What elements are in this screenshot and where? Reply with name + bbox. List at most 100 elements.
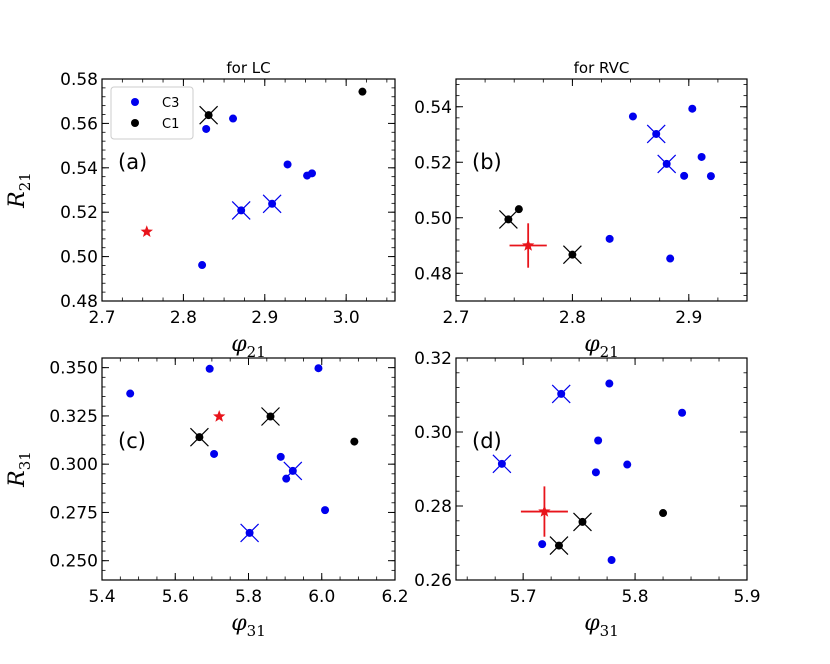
y-axis-label: R31	[5, 451, 34, 488]
c3-point	[623, 460, 632, 469]
legend-label: C3	[162, 96, 179, 111]
x-tick-label: 6.0	[308, 587, 335, 607]
x-tick-label: 5.4	[88, 587, 115, 607]
x-axis-label-sub: 31	[600, 622, 619, 640]
c3-point	[126, 389, 135, 398]
legend-marker	[131, 119, 139, 127]
c3-point	[591, 468, 600, 477]
c3-point	[538, 540, 547, 549]
c3-point	[245, 528, 254, 537]
x-axis-label-sub: 31	[247, 622, 266, 640]
plot-frame	[455, 357, 748, 581]
c1-point	[266, 412, 275, 421]
panel-c: 5.4 5.6 5.8 6.0 6.2 0.250 0.275 0.300 0.325 0.350…	[5, 357, 409, 640]
x-tick-label: 6.2	[381, 587, 408, 607]
c3-point	[697, 152, 706, 161]
c3-point	[307, 169, 316, 178]
y-tick-label: 0.300	[49, 455, 98, 475]
c3-point	[662, 159, 671, 168]
c1-point	[195, 433, 204, 442]
x-tick-label: 2.9	[251, 308, 278, 328]
c3-point	[288, 466, 297, 475]
y-tick-label: 0.48	[414, 264, 452, 284]
c3-point	[229, 114, 238, 123]
c3-point	[283, 160, 292, 169]
y-tick-label: 0.52	[60, 203, 98, 223]
c3-point	[282, 474, 291, 483]
panel-d: 5.7 5.8 5.9 0.26 0.28 0.30 0.32 (d) φ31	[414, 349, 760, 640]
x-tick-label: 5.6	[162, 587, 189, 607]
x-axis-label-sub: 21	[247, 343, 266, 361]
c3-point	[666, 254, 675, 263]
x-tick-label: 5.8	[622, 587, 649, 607]
x-tick-label: 3.0	[333, 308, 360, 328]
c3-point	[276, 452, 285, 461]
x-axis-label-sub: 21	[600, 343, 619, 361]
y-tick-label: 0.250	[49, 552, 98, 572]
c1-point	[578, 517, 587, 526]
panel-b: 2.7 2.8 2.9 0.48 0.50 0.52 0.54 for RVC (b) φ21	[414, 59, 748, 361]
c1-point	[504, 215, 513, 224]
panel-tag: (a)	[118, 150, 147, 174]
x-tick-label: 5.7	[510, 587, 537, 607]
y-tick-label: 0.50	[60, 248, 98, 268]
c3-point	[237, 206, 246, 215]
panel-tag: (c)	[118, 429, 146, 453]
target-star	[140, 225, 153, 237]
x-tick-label: 2.7	[442, 308, 469, 328]
y-tick-label: 0.56	[60, 114, 98, 134]
y-tick-label: 0.48	[60, 292, 98, 312]
y-tick-label: 0.54	[60, 159, 98, 179]
x-axis-label: φ21	[231, 332, 266, 361]
y-axis-label-sub: 21	[16, 172, 34, 191]
c1-point	[350, 437, 359, 446]
y-tick-label: 0.325	[49, 407, 98, 427]
c3-point	[680, 171, 689, 180]
c3-point	[605, 379, 614, 388]
target-star	[213, 409, 226, 422]
c1-point	[554, 541, 563, 550]
x-axis-label: φ31	[584, 611, 619, 640]
c3-point	[210, 449, 219, 458]
panel-title: for RVC	[574, 59, 630, 77]
c3-point	[594, 436, 603, 445]
legend-marker	[131, 98, 139, 106]
plot-frame	[455, 78, 748, 302]
c3-point	[205, 364, 214, 373]
y-tick-label: 0.54	[414, 98, 452, 118]
panel-title: for LC	[226, 59, 270, 77]
y-tick-label: 0.58	[60, 70, 98, 90]
y-tick-label: 0.32	[414, 349, 452, 369]
panel-tag: (d)	[472, 429, 502, 453]
c3-point	[688, 104, 697, 113]
y-axis-label-sub: 31	[16, 451, 34, 470]
y-tick-label: 0.350	[49, 359, 98, 379]
x-axis-label: φ31	[231, 611, 266, 640]
c3-point	[202, 124, 211, 133]
c3-point	[321, 506, 330, 515]
c3-point	[557, 389, 566, 398]
x-axis-label: φ21	[584, 332, 619, 361]
x-tick-label: 2.8	[170, 308, 197, 328]
c3-point	[607, 556, 616, 565]
x-tick-label: 2.7	[88, 308, 115, 328]
c3-point	[605, 234, 614, 243]
panel-tag: (b)	[472, 150, 502, 174]
c3-point	[628, 112, 637, 121]
c1-point	[358, 87, 367, 96]
legend-label: C1	[162, 117, 179, 132]
y-tick-label: 0.50	[414, 209, 452, 229]
x-tick-label: 5.8	[235, 587, 262, 607]
x-tick-label: 2.8	[559, 308, 586, 328]
y-axis-label: R21	[5, 172, 34, 209]
c3-point	[198, 261, 207, 270]
target-star	[538, 505, 551, 517]
c3-point	[314, 364, 323, 373]
target-star	[521, 239, 535, 251]
plot-frame	[101, 78, 396, 302]
plot-frame	[101, 357, 396, 581]
y-tick-label: 0.28	[414, 497, 452, 517]
legend-box	[110, 86, 194, 140]
